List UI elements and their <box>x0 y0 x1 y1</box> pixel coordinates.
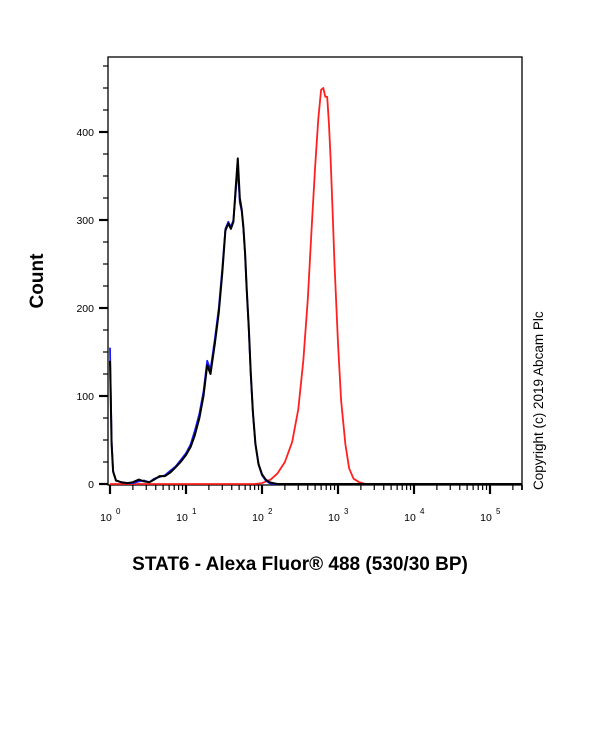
y-axis-ticks: 0 100 200 300 400 <box>76 65 108 491</box>
svg-text:2: 2 <box>268 507 273 516</box>
svg-text:1: 1 <box>192 507 197 516</box>
svg-text:0: 0 <box>116 507 121 516</box>
x-axis-label: STAT6 - Alexa Fluor® 488 (530/30 BP) <box>132 554 468 575</box>
svg-text:3: 3 <box>344 507 349 516</box>
x-tick-label: 10 <box>480 512 492 524</box>
x-tick-label: 10 <box>176 512 188 524</box>
svg-text:5: 5 <box>496 507 501 516</box>
y-tick-label: 0 <box>88 479 94 491</box>
copyright-watermark: Copyright (c) 2019 Abcam Plc <box>531 311 546 730</box>
x-tick-label: 10 <box>404 512 416 524</box>
svg-text:4: 4 <box>420 507 425 516</box>
x-tick-label: 10 <box>100 512 112 524</box>
x-axis-ticks: 10 0 10 1 10 2 10 3 10 4 10 5 <box>100 485 523 524</box>
histogram-series <box>109 87 522 485</box>
x-tick-label: 10 <box>328 512 340 524</box>
y-tick-label: 100 <box>76 391 94 403</box>
series-line <box>110 87 522 485</box>
y-tick-label: 200 <box>76 303 94 315</box>
y-tick-label: 400 <box>76 127 94 139</box>
plot-area <box>107 56 523 486</box>
y-tick-label: 300 <box>76 215 94 227</box>
series-line <box>109 157 522 485</box>
copyright-text: Copyright (c) 2019 Abcam Plc <box>531 311 546 490</box>
y-axis-label: Count <box>27 253 48 309</box>
x-tick-label: 10 <box>252 512 264 524</box>
